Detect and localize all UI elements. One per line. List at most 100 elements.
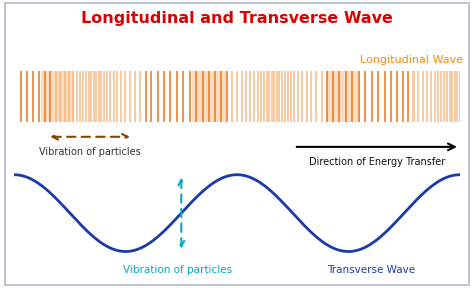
- Bar: [226, 71, 228, 122]
- Bar: [106, 71, 108, 122]
- Bar: [396, 71, 398, 122]
- Bar: [265, 71, 267, 122]
- Bar: [338, 71, 340, 122]
- Bar: [449, 71, 451, 122]
- Bar: [109, 71, 111, 122]
- Bar: [281, 71, 283, 122]
- Bar: [383, 71, 386, 122]
- Bar: [32, 71, 34, 122]
- Bar: [290, 71, 292, 122]
- Bar: [310, 71, 312, 122]
- Bar: [231, 71, 233, 122]
- Bar: [82, 71, 84, 122]
- Bar: [236, 71, 238, 122]
- Bar: [156, 71, 158, 122]
- Bar: [456, 71, 458, 122]
- Bar: [263, 71, 265, 122]
- Text: Longitudinal Wave: Longitudinal Wave: [360, 56, 464, 65]
- Bar: [402, 71, 404, 122]
- Bar: [245, 71, 247, 122]
- Bar: [256, 71, 258, 122]
- Bar: [175, 71, 178, 122]
- Bar: [214, 71, 216, 122]
- Bar: [72, 71, 74, 122]
- Bar: [287, 71, 289, 122]
- Bar: [271, 71, 273, 122]
- Bar: [100, 71, 102, 122]
- Bar: [412, 71, 414, 122]
- Text: Direction of Energy Transfer: Direction of Energy Transfer: [309, 157, 445, 167]
- Bar: [332, 71, 334, 122]
- Bar: [59, 71, 62, 122]
- Bar: [297, 71, 299, 122]
- Bar: [98, 71, 100, 122]
- Bar: [55, 71, 56, 122]
- Bar: [41, 71, 74, 122]
- Bar: [241, 71, 243, 122]
- Bar: [326, 71, 359, 122]
- Bar: [195, 71, 197, 122]
- Bar: [430, 71, 432, 122]
- Bar: [446, 71, 448, 122]
- Text: Longitudinal and Transverse Wave: Longitudinal and Transverse Wave: [81, 11, 393, 26]
- Bar: [345, 71, 346, 122]
- Bar: [202, 71, 204, 122]
- Bar: [93, 71, 95, 122]
- Bar: [327, 71, 328, 122]
- Bar: [44, 71, 46, 122]
- Bar: [90, 71, 92, 122]
- Bar: [306, 71, 308, 122]
- Bar: [293, 71, 295, 122]
- Bar: [315, 71, 318, 122]
- Bar: [76, 71, 78, 122]
- Bar: [79, 71, 81, 122]
- Bar: [407, 71, 409, 122]
- Bar: [253, 71, 255, 122]
- Bar: [440, 71, 442, 122]
- Bar: [443, 71, 446, 122]
- Bar: [20, 71, 22, 122]
- Bar: [422, 71, 424, 122]
- Bar: [371, 71, 373, 122]
- Bar: [301, 71, 303, 122]
- Bar: [459, 71, 461, 122]
- Bar: [284, 71, 286, 122]
- Bar: [150, 71, 153, 122]
- Bar: [273, 71, 275, 122]
- Bar: [451, 71, 453, 122]
- Bar: [38, 71, 40, 122]
- Bar: [418, 71, 419, 122]
- Bar: [125, 71, 127, 122]
- Bar: [145, 71, 146, 122]
- Bar: [182, 71, 184, 122]
- Bar: [68, 71, 70, 122]
- Bar: [129, 71, 131, 122]
- Bar: [278, 71, 280, 122]
- Bar: [163, 71, 165, 122]
- Bar: [454, 71, 456, 122]
- Bar: [49, 71, 52, 122]
- Bar: [364, 71, 366, 122]
- Text: Transverse Wave: Transverse Wave: [327, 265, 415, 275]
- Bar: [426, 71, 428, 122]
- Text: Vibration of particles: Vibration of particles: [39, 147, 141, 157]
- Bar: [85, 71, 87, 122]
- Bar: [321, 71, 323, 122]
- Bar: [438, 71, 439, 122]
- Bar: [112, 71, 115, 122]
- Bar: [139, 71, 141, 122]
- Bar: [276, 71, 278, 122]
- Bar: [120, 71, 122, 122]
- Bar: [249, 71, 251, 122]
- Bar: [377, 71, 379, 122]
- Bar: [220, 71, 222, 122]
- Bar: [26, 71, 28, 122]
- Bar: [434, 71, 436, 122]
- Bar: [103, 71, 105, 122]
- Bar: [351, 71, 353, 122]
- Bar: [88, 71, 90, 122]
- Bar: [358, 71, 360, 122]
- Bar: [208, 71, 210, 122]
- Bar: [192, 71, 226, 122]
- Bar: [260, 71, 262, 122]
